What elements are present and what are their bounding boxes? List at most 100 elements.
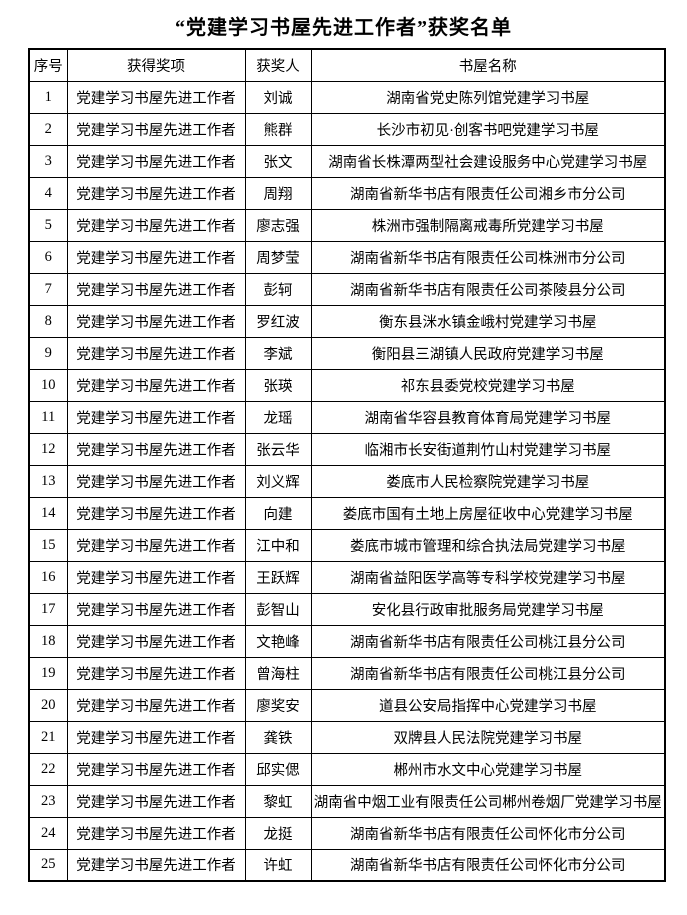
awardee-cell: 邱实偲 <box>244 752 312 786</box>
award-cell: 党建学习书屋先进工作者 <box>66 400 246 434</box>
awardee-cell: 周翔 <box>244 176 312 210</box>
award-cell: 党建学习书屋先进工作者 <box>66 112 246 146</box>
awardee-cell: 龙瑶 <box>244 400 312 434</box>
table-row: 18 党建学习书屋先进工作者 文艳峰 湖南省新华书店有限责任公司桃江县分公司 <box>28 624 666 658</box>
table-row: 5 党建学习书屋先进工作者 廖志强 株洲市强制隔离戒毒所党建学习书屋 <box>28 208 666 242</box>
awardee-cell: 曾海柱 <box>244 656 312 690</box>
award-table: 序号 获得奖项 获奖人 书屋名称 1 党建学习书屋先进工作者 刘诚 湖南省党史陈列馆党建学习… <box>28 48 666 882</box>
table-row: 14 党建学习书屋先进工作者 向建 娄底市国有土地上房屋征收中心党建学习书屋 <box>28 496 666 530</box>
serial-cell: 13 <box>28 464 68 498</box>
bookhouse-cell: 娄底市国有土地上房屋征收中心党建学习书屋 <box>310 496 666 530</box>
page-title: “党建学习书屋先进工作者”获奖名单 <box>175 17 512 39</box>
serial-cell: 19 <box>28 656 68 690</box>
awardee-cell: 刘义辉 <box>244 464 312 498</box>
bookhouse-cell: 湖南省华容县教育体育局党建学习书屋 <box>310 400 666 434</box>
award-cell: 党建学习书屋先进工作者 <box>66 688 246 722</box>
bookhouse-cell: 株洲市强制隔离戒毒所党建学习书屋 <box>310 208 666 242</box>
serial-cell: 22 <box>28 752 68 786</box>
award-cell: 党建学习书屋先进工作者 <box>66 592 246 626</box>
awardee-cell: 张云华 <box>244 432 312 466</box>
serial-cell: 16 <box>28 560 68 594</box>
serial-cell: 9 <box>28 336 68 370</box>
table-row: 10 党建学习书屋先进工作者 张瑛 祁东县委党校党建学习书屋 <box>28 368 666 402</box>
table-row: 6 党建学习书屋先进工作者 周梦莹 湖南省新华书店有限责任公司株洲市分公司 <box>28 240 666 274</box>
serial-cell: 8 <box>28 304 68 338</box>
awardee-cell: 熊群 <box>244 112 312 146</box>
bookhouse-cell: 娄底市人民检察院党建学习书屋 <box>310 464 666 498</box>
award-cell: 党建学习书屋先进工作者 <box>66 560 246 594</box>
table-header: 序号 获得奖项 获奖人 书屋名称 <box>28 48 666 82</box>
awardee-cell: 刘诚 <box>244 80 312 114</box>
award-cell: 党建学习书屋先进工作者 <box>66 336 246 370</box>
bookhouse-cell: 湖南省长株潭两型社会建设服务中心党建学习书屋 <box>310 144 666 178</box>
bookhouse-cell: 湖南省新华书店有限责任公司桃江县分公司 <box>310 656 666 690</box>
award-cell: 党建学习书屋先进工作者 <box>66 752 246 786</box>
serial-cell: 20 <box>28 688 68 722</box>
award-header: 获得奖项 <box>66 48 246 82</box>
table-row: 4 党建学习书屋先进工作者 周翔 湖南省新华书店有限责任公司湘乡市分公司 <box>28 176 666 210</box>
awardee-cell: 黎虹 <box>244 784 312 818</box>
award-cell: 党建学习书屋先进工作者 <box>66 464 246 498</box>
bookhouse-cell: 湖南省新华书店有限责任公司怀化市分公司 <box>310 816 666 850</box>
serial-cell: 10 <box>28 368 68 402</box>
bookhouse-cell: 湖南省新华书店有限责任公司株洲市分公司 <box>310 240 666 274</box>
awardee-cell: 文艳峰 <box>244 624 312 658</box>
award-cell: 党建学习书屋先进工作者 <box>66 624 246 658</box>
serial-cell: 4 <box>28 176 68 210</box>
table-row: 9 党建学习书屋先进工作者 李斌 衡阳县三湖镇人民政府党建学习书屋 <box>28 336 666 370</box>
table-body: 1 党建学习书屋先进工作者 刘诚 湖南省党史陈列馆党建学习书屋 2 党建学习书屋先进工作者… <box>28 80 666 882</box>
award-cell: 党建学习书屋先进工作者 <box>66 176 246 210</box>
bookhouse-cell: 娄底市城市管理和综合执法局党建学习书屋 <box>310 528 666 562</box>
award-cell: 党建学习书屋先进工作者 <box>66 208 246 242</box>
bookhouse-cell: 衡东县洣水镇金峨村党建学习书屋 <box>310 304 666 338</box>
awardee-cell: 罗红波 <box>244 304 312 338</box>
awardee-cell: 彭智山 <box>244 592 312 626</box>
serial-cell: 25 <box>28 848 68 882</box>
serial-header: 序号 <box>28 48 68 82</box>
bookhouse-cell: 湖南省党史陈列馆党建学习书屋 <box>310 80 666 114</box>
awardee-cell: 向建 <box>244 496 312 530</box>
table-row: 17 党建学习书屋先进工作者 彭智山 安化县行政审批服务局党建学习书屋 <box>28 592 666 626</box>
serial-cell: 18 <box>28 624 68 658</box>
table-row: 23 党建学习书屋先进工作者 黎虹 湖南省中烟工业有限责任公司郴州卷烟厂党建学习书屋 <box>28 784 666 818</box>
serial-cell: 17 <box>28 592 68 626</box>
awardee-cell: 周梦莹 <box>244 240 312 274</box>
bookhouse-cell: 长沙市初见·创客书吧党建学习书屋 <box>310 112 666 146</box>
award-cell: 党建学习书屋先进工作者 <box>66 240 246 274</box>
award-cell: 党建学习书屋先进工作者 <box>66 368 246 402</box>
table-row: 16 党建学习书屋先进工作者 王跃辉 湖南省益阳医学高等专科学校党建学习书屋 <box>28 560 666 594</box>
award-cell: 党建学习书屋先进工作者 <box>66 848 246 882</box>
awardee-cell: 张文 <box>244 144 312 178</box>
table-row: 8 党建学习书屋先进工作者 罗红波 衡东县洣水镇金峨村党建学习书屋 <box>28 304 666 338</box>
bookhouse-cell: 湖南省中烟工业有限责任公司郴州卷烟厂党建学习书屋 <box>310 784 666 818</box>
award-cell: 党建学习书屋先进工作者 <box>66 656 246 690</box>
awardee-header: 获奖人 <box>244 48 312 82</box>
award-cell: 党建学习书屋先进工作者 <box>66 816 246 850</box>
table-row: 25 党建学习书屋先进工作者 许虹 湖南省新华书店有限责任公司怀化市分公司 <box>28 848 666 882</box>
table-header-row: 序号 获得奖项 获奖人 书屋名称 <box>28 48 666 82</box>
award-cell: 党建学习书屋先进工作者 <box>66 144 246 178</box>
serial-cell: 3 <box>28 144 68 178</box>
table-row: 12 党建学习书屋先进工作者 张云华 临湘市长安街道荆竹山村党建学习书屋 <box>28 432 666 466</box>
table-row: 7 党建学习书屋先进工作者 彭轲 湖南省新华书店有限责任公司茶陵县分公司 <box>28 272 666 306</box>
table-row: 11 党建学习书屋先进工作者 龙瑶 湖南省华容县教育体育局党建学习书屋 <box>28 400 666 434</box>
serial-cell: 1 <box>28 80 68 114</box>
bookhouse-cell: 临湘市长安街道荆竹山村党建学习书屋 <box>310 432 666 466</box>
table-row: 15 党建学习书屋先进工作者 江中和 娄底市城市管理和综合执法局党建学习书屋 <box>28 528 666 562</box>
bookhouse-cell: 安化县行政审批服务局党建学习书屋 <box>310 592 666 626</box>
table-row: 1 党建学习书屋先进工作者 刘诚 湖南省党史陈列馆党建学习书屋 <box>28 80 666 114</box>
table-row: 19 党建学习书屋先进工作者 曾海柱 湖南省新华书店有限责任公司桃江县分公司 <box>28 656 666 690</box>
table-row: 20 党建学习书屋先进工作者 廖奖安 道县公安局指挥中心党建学习书屋 <box>28 688 666 722</box>
bookhouse-cell: 湖南省新华书店有限责任公司怀化市分公司 <box>310 848 666 882</box>
serial-cell: 6 <box>28 240 68 274</box>
serial-cell: 5 <box>28 208 68 242</box>
serial-cell: 24 <box>28 816 68 850</box>
award-cell: 党建学习书屋先进工作者 <box>66 432 246 466</box>
award-cell: 党建学习书屋先进工作者 <box>66 80 246 114</box>
awardee-cell: 李斌 <box>244 336 312 370</box>
bookhouse-cell: 湖南省新华书店有限责任公司桃江县分公司 <box>310 624 666 658</box>
awardee-cell: 廖志强 <box>244 208 312 242</box>
serial-cell: 14 <box>28 496 68 530</box>
serial-cell: 23 <box>28 784 68 818</box>
bookhouse-cell: 郴州市水文中心党建学习书屋 <box>310 752 666 786</box>
